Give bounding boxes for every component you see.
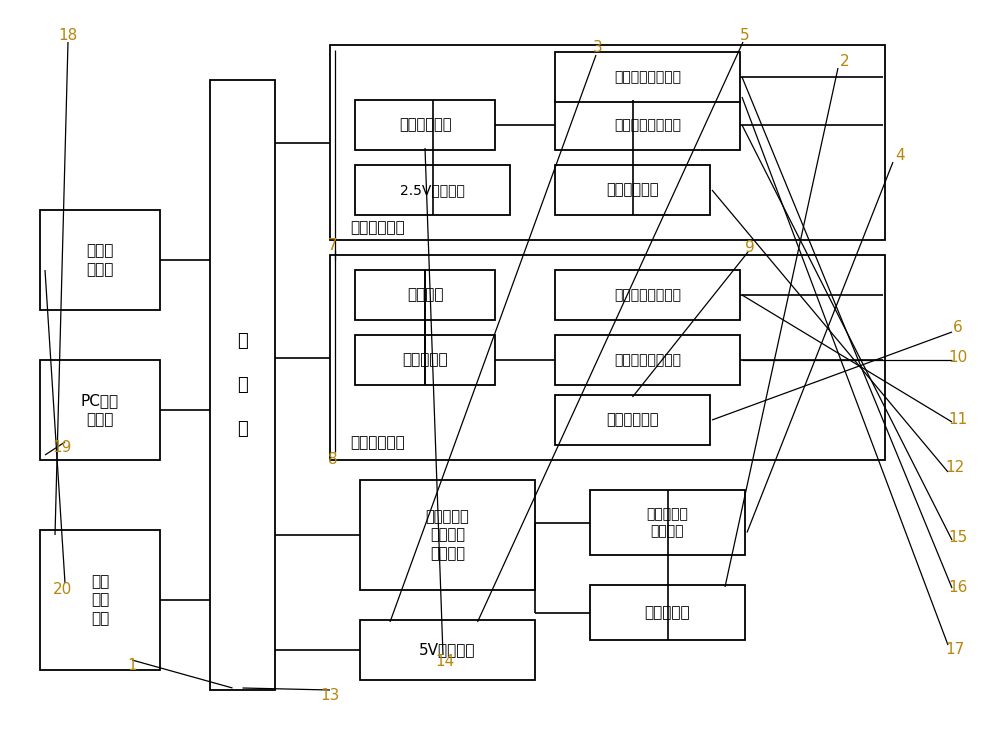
Text: 温度采样模块: 温度采样模块 <box>350 220 405 235</box>
Text: 5: 5 <box>740 27 750 42</box>
Text: 5V基准电源: 5V基准电源 <box>419 643 476 657</box>
Bar <box>590 490 745 555</box>
Text: 温度采样电桥: 温度采样电桥 <box>399 117 451 133</box>
Text: 12: 12 <box>945 461 965 476</box>
Text: 4: 4 <box>895 148 905 162</box>
Text: 第二增益调节电路: 第二增益调节电路 <box>614 70 681 84</box>
Bar <box>355 335 495 385</box>
Text: 温度调零模块: 温度调零模块 <box>606 183 659 197</box>
Text: 18: 18 <box>58 27 78 42</box>
Text: 13: 13 <box>320 688 340 703</box>
Text: 恒流电源: 恒流电源 <box>407 287 443 303</box>
Bar <box>555 52 740 102</box>
Text: 压力调零模块: 压力调零模块 <box>606 413 659 427</box>
Text: 压力传感器: 压力传感器 <box>402 352 448 367</box>
Bar <box>590 585 745 640</box>
Text: 17: 17 <box>945 643 965 657</box>
Bar <box>555 335 740 385</box>
Bar <box>555 395 710 445</box>
Bar <box>360 620 535 680</box>
Bar <box>40 360 160 460</box>
Text: 单

片

机: 单 片 机 <box>237 332 248 439</box>
Bar <box>355 165 510 215</box>
Text: 液晶显示屏: 液晶显示屏 <box>645 605 690 620</box>
Bar <box>360 480 535 590</box>
Bar <box>40 530 160 670</box>
Text: 14: 14 <box>435 654 455 669</box>
Bar <box>210 80 275 690</box>
Bar <box>40 210 160 310</box>
Text: 液晶显示屏
调节按键: 液晶显示屏 调节按键 <box>647 507 688 538</box>
Text: 液晶显示屏
背光亮度
调节模块: 液晶显示屏 背光亮度 调节模块 <box>426 509 469 561</box>
Text: 15: 15 <box>948 531 968 545</box>
Text: PC机通
讯模块: PC机通 讯模块 <box>81 393 119 427</box>
Bar <box>555 165 710 215</box>
Text: 第二差动放大电路: 第二差动放大电路 <box>614 118 681 132</box>
Text: 7: 7 <box>328 237 338 252</box>
Text: 参数设
定模块: 参数设 定模块 <box>86 243 114 277</box>
Text: 1: 1 <box>127 657 137 672</box>
Text: 16: 16 <box>948 580 968 596</box>
Text: 11: 11 <box>948 413 968 427</box>
Bar <box>555 100 740 150</box>
Text: 3: 3 <box>593 41 603 56</box>
Bar <box>330 255 885 460</box>
Bar <box>355 100 495 150</box>
Text: 复位
电路
模块: 复位 电路 模块 <box>91 574 109 626</box>
Bar <box>355 270 495 320</box>
Text: 6: 6 <box>953 321 963 335</box>
Bar <box>330 45 885 240</box>
Text: 第一差动放大电路: 第一差动放大电路 <box>614 353 681 367</box>
Text: 第一增益调节电路: 第一增益调节电路 <box>614 288 681 302</box>
Text: 8: 8 <box>328 453 338 467</box>
Text: 9: 9 <box>745 240 755 255</box>
Text: 2.5V基准电源: 2.5V基准电源 <box>400 183 465 197</box>
Text: 20: 20 <box>52 582 72 597</box>
Text: 10: 10 <box>948 350 968 366</box>
Bar <box>555 270 740 320</box>
Text: 2: 2 <box>840 54 850 70</box>
Text: 19: 19 <box>52 441 72 456</box>
Text: 压力采样模块: 压力采样模块 <box>350 435 405 450</box>
